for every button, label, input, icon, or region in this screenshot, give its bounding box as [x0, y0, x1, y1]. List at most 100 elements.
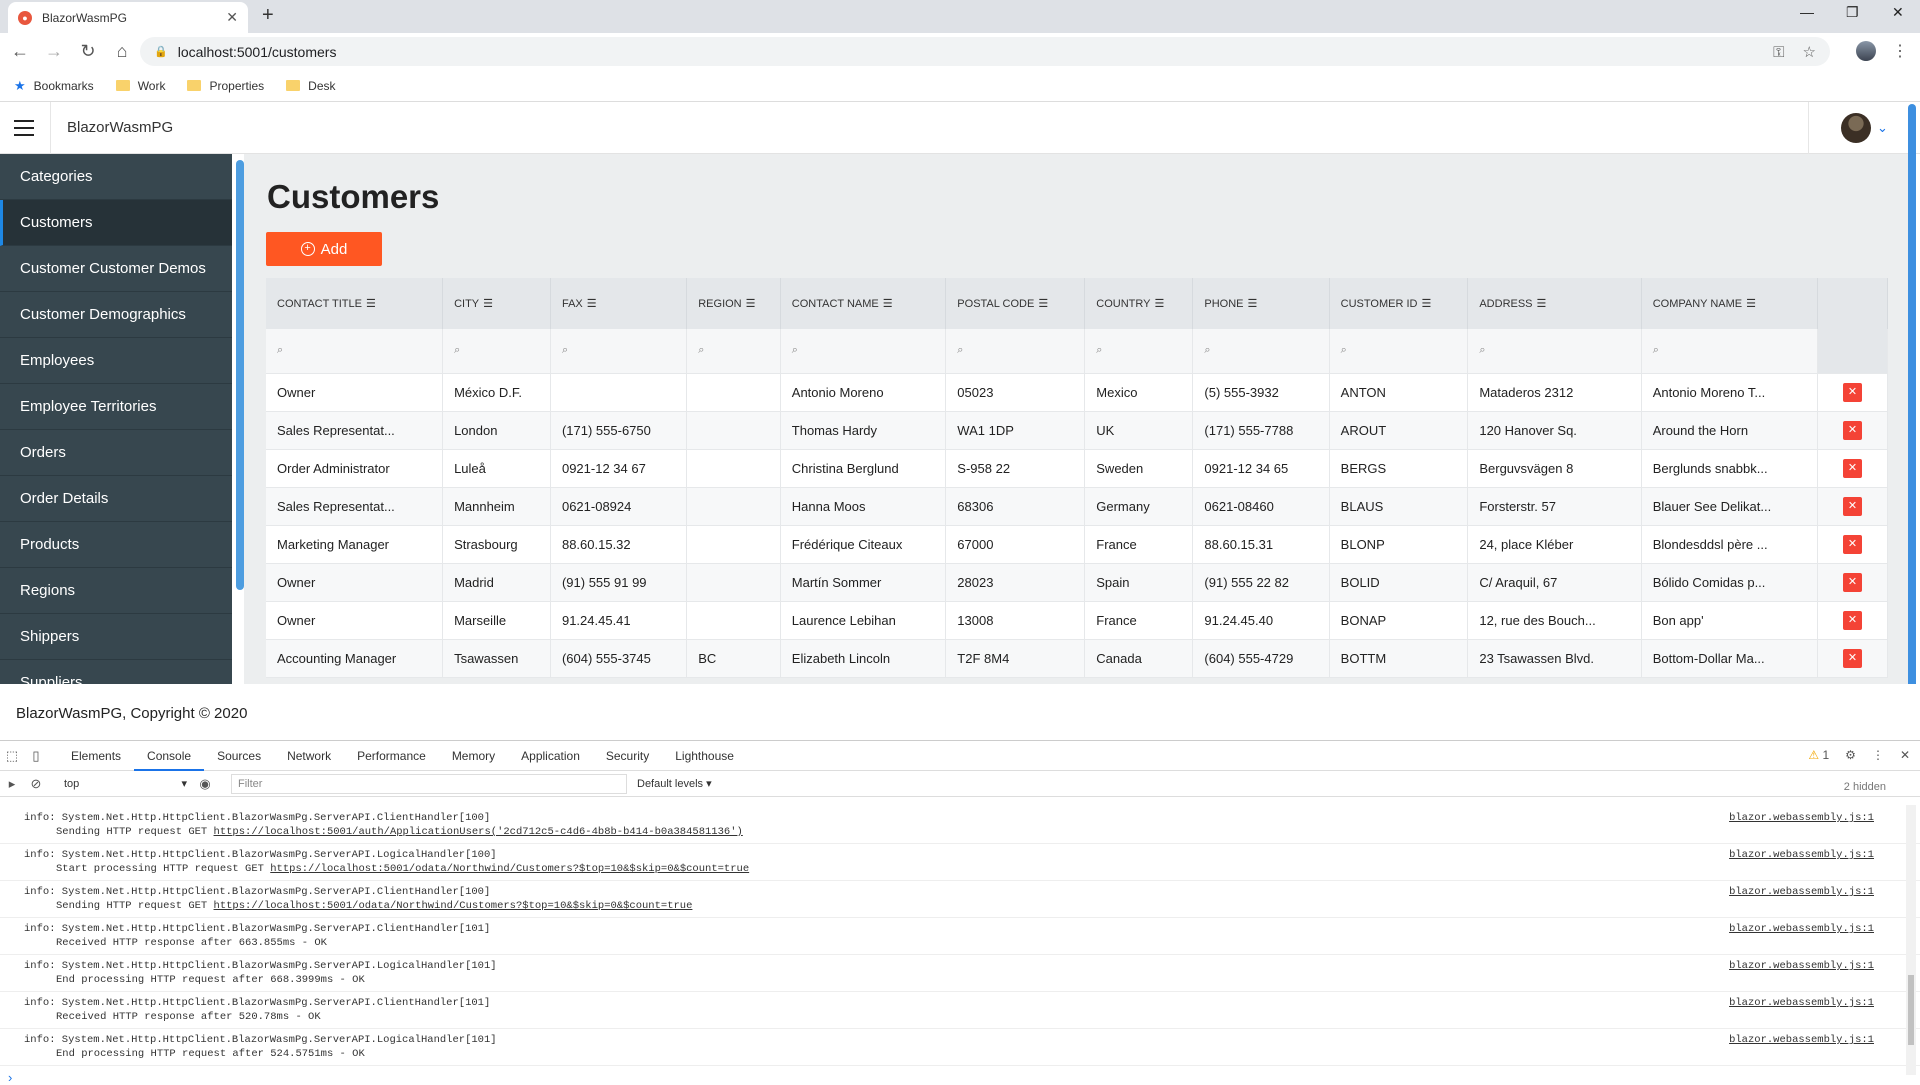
- table-row[interactable]: Accounting Manager Tsawassen (604) 555-374…: [266, 639, 1888, 678]
- column-header[interactable]: POSTAL CODE ☰: [945, 278, 1086, 329]
- sidebar-item-customers[interactable]: Customers: [0, 200, 232, 246]
- chevron-down-icon[interactable]: ⌄: [1877, 120, 1888, 135]
- column-menu-icon[interactable]: ☰: [1746, 298, 1757, 310]
- table-row[interactable]: Owner México D.F. Antonio Moreno 05023 Mexic…: [266, 373, 1888, 412]
- table-row[interactable]: Marketing Manager Strasbourg 88.60.15.32 Fr…: [266, 525, 1888, 564]
- delete-row-button[interactable]: ✕: [1843, 382, 1862, 402]
- column-menu-icon[interactable]: ☰: [1038, 298, 1049, 310]
- source-link[interactable]: blazor.webassembly.js:1: [1729, 960, 1874, 972]
- browser-profile-avatar[interactable]: [1856, 41, 1876, 61]
- column-header[interactable]: CONTACT NAME ☰: [780, 278, 947, 329]
- close-window-icon[interactable]: ✕: [1892, 4, 1904, 20]
- delete-row-button[interactable]: ✕: [1843, 496, 1862, 516]
- inspect-icon[interactable]: ⬚: [5, 747, 19, 763]
- back-icon[interactable]: ←: [11, 41, 29, 61]
- column-filter-input[interactable]: ⌕: [1192, 329, 1330, 374]
- console-url-link[interactable]: https://localhost:5001/odata/Northwind/C…: [213, 900, 693, 912]
- browser-tab[interactable]: ● BlazorWasmPG ✕: [8, 2, 248, 33]
- clear-console-icon[interactable]: ⊘: [30, 775, 42, 791]
- sidebar-item-order-details[interactable]: Order Details: [0, 476, 232, 522]
- bookmark-item[interactable]: Properties: [187, 79, 264, 93]
- column-header[interactable]: ADDRESS ☰: [1467, 278, 1642, 329]
- delete-row-button[interactable]: ✕: [1843, 458, 1862, 478]
- console-filter-input[interactable]: Filter: [231, 773, 627, 794]
- sidebar-item-customer-demographics[interactable]: Customer Demographics: [0, 292, 232, 338]
- column-filter-input[interactable]: ⌕: [1329, 329, 1469, 374]
- hamburger-menu-icon[interactable]: [14, 120, 34, 136]
- settings-gear-icon[interactable]: ⚙: [1845, 748, 1856, 762]
- lock-icon[interactable]: 🔒: [154, 46, 168, 58]
- home-icon[interactable]: ⌂: [116, 41, 128, 61]
- column-filter-input[interactable]: ⌕: [550, 329, 688, 374]
- delete-row-button[interactable]: ✕: [1843, 534, 1862, 554]
- column-filter-input[interactable]: ⌕: [945, 329, 1086, 374]
- sidebar-item-regions[interactable]: Regions: [0, 568, 232, 614]
- column-filter-input[interactable]: ⌕: [1084, 329, 1194, 374]
- column-filter-input[interactable]: ⌕: [1467, 329, 1642, 374]
- reload-icon[interactable]: ↻: [80, 41, 96, 61]
- delete-row-button[interactable]: ✕: [1843, 648, 1862, 668]
- column-filter-input[interactable]: ⌕: [266, 329, 444, 374]
- sidebar-item-employee-territories[interactable]: Employee Territories: [0, 384, 232, 430]
- source-link[interactable]: blazor.webassembly.js:1: [1729, 997, 1874, 1009]
- browser-menu-icon[interactable]: ⋮: [1892, 43, 1908, 60]
- more-options-icon[interactable]: ⋮: [1871, 748, 1884, 762]
- context-select[interactable]: top ▾: [64, 777, 187, 791]
- user-avatar[interactable]: [1841, 113, 1872, 143]
- sidebar-item-suppliers[interactable]: Suppliers: [0, 660, 232, 684]
- bookmark-item[interactable]: ★ Bookmarks: [14, 77, 94, 93]
- devtools-tab-network[interactable]: Network: [287, 748, 332, 763]
- column-header[interactable]: COUNTRY ☰: [1084, 278, 1194, 329]
- devtools-tab-application[interactable]: Application: [521, 748, 580, 763]
- source-link[interactable]: blazor.webassembly.js:1: [1729, 812, 1874, 824]
- column-header[interactable]: CUSTOMER ID ☰: [1329, 278, 1469, 329]
- devtools-tab-elements[interactable]: Elements: [71, 748, 122, 763]
- console-url-link[interactable]: https://localhost:5001/auth/ApplicationU…: [213, 826, 743, 838]
- sidebar-item-customer-customer-demos[interactable]: Customer Customer Demos: [0, 246, 232, 292]
- close-devtools-icon[interactable]: ✕: [1899, 748, 1910, 762]
- column-filter-input[interactable]: ⌕: [686, 329, 781, 374]
- source-link[interactable]: blazor.webassembly.js:1: [1729, 886, 1874, 898]
- column-menu-icon[interactable]: ☰: [1247, 298, 1258, 310]
- new-tab-icon[interactable]: +: [262, 4, 274, 26]
- table-row[interactable]: Sales Representat... London (171) 555-6750…: [266, 411, 1888, 450]
- source-link[interactable]: blazor.webassembly.js:1: [1729, 923, 1874, 935]
- column-menu-icon[interactable]: ☰: [745, 298, 756, 310]
- log-levels-select[interactable]: Default levels ▾: [637, 778, 712, 790]
- devtools-tab-security[interactable]: Security: [605, 748, 650, 763]
- delete-row-button[interactable]: ✕: [1843, 420, 1862, 440]
- column-header[interactable]: CITY ☰: [442, 278, 551, 329]
- column-header[interactable]: FAX ☰: [550, 278, 688, 329]
- table-row[interactable]: Order Administrator Luleå 0921-12 34 67 Chr…: [266, 449, 1888, 488]
- warning-count[interactable]: ⚠ 1: [1808, 748, 1830, 762]
- url-field[interactable]: 🔒 localhost:5001/customers ⚿ ☆: [140, 37, 1830, 66]
- close-tab-icon[interactable]: ✕: [226, 9, 238, 25]
- add-button[interactable]: + Add: [266, 232, 382, 266]
- delete-row-button[interactable]: ✕: [1843, 572, 1862, 592]
- sidebar-item-products[interactable]: Products: [0, 522, 232, 568]
- devtools-tab-sources[interactable]: Sources: [217, 748, 262, 763]
- sidebar-item-employees[interactable]: Employees: [0, 338, 232, 384]
- devtools-tab-memory[interactable]: Memory: [451, 748, 496, 763]
- column-header[interactable]: CONTACT TITLE ☰: [266, 278, 444, 329]
- column-menu-icon[interactable]: ☰: [365, 298, 376, 310]
- column-menu-icon[interactable]: ☰: [1536, 298, 1547, 310]
- device-toolbar-icon[interactable]: ▯: [32, 747, 40, 763]
- column-menu-icon[interactable]: ☰: [882, 298, 893, 310]
- restore-icon[interactable]: ❐: [1846, 4, 1859, 20]
- column-header[interactable]: REGION ☰: [686, 278, 781, 329]
- minimize-icon[interactable]: —: [1800, 4, 1814, 20]
- column-menu-icon[interactable]: ☰: [586, 298, 597, 310]
- devtools-tab-lighthouse[interactable]: Lighthouse: [675, 748, 734, 763]
- bookmark-item[interactable]: Work: [115, 79, 165, 93]
- eye-icon[interactable]: ◉: [199, 775, 211, 791]
- console-prompt[interactable]: ›: [8, 1070, 13, 1085]
- key-icon[interactable]: ⚿: [1773, 43, 1785, 61]
- column-menu-icon[interactable]: ☰: [1154, 298, 1165, 310]
- bookmark-star-icon[interactable]: ☆: [1802, 44, 1816, 61]
- forward-icon[interactable]: →: [45, 41, 63, 61]
- column-menu-icon[interactable]: ☰: [483, 298, 493, 310]
- sidebar-item-shippers[interactable]: Shippers: [0, 614, 232, 660]
- column-filter-input[interactable]: ⌕: [780, 329, 947, 374]
- profile-menu[interactable]: ⌄: [1808, 102, 1920, 154]
